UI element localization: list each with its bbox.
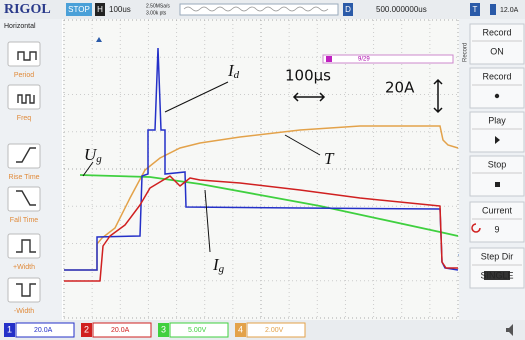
button-value: 9 [494,224,499,234]
delay: 500.000000us [376,5,427,14]
annotation: 100µs [285,67,331,85]
menu-label: -Width [14,308,34,315]
frame-bar [323,55,453,63]
frame-marker [326,56,332,62]
frame-counter: 9/29 [358,57,370,63]
trigger-label: T [473,5,478,14]
channel-number: 4 [238,324,243,334]
channel-number: 1 [7,324,12,334]
button-value: ON [490,46,504,56]
menu-label: +Width [13,264,35,271]
annotation-sub: g [219,263,225,275]
brand: RIGOL [4,2,51,17]
points: 3.00k pts [146,10,167,16]
channel-scale: 5.00V [188,327,207,334]
menu-label: Freq [17,115,32,122]
record-icon [495,94,499,98]
annotation: T [324,149,335,168]
button-label: Record [482,71,511,81]
channel-scale: 2.00V [265,327,284,334]
button-label: Record [482,27,511,37]
menu-button[interactable] [8,234,40,258]
menu-label: Fall Time [10,217,39,224]
timebase: 100us [109,5,131,14]
sample-rate: 2.50MSa/s [146,3,170,9]
button-label: Current [482,205,513,215]
channel-number: 3 [161,324,166,334]
memory-bar [180,4,338,15]
delay-label: D [345,5,351,14]
stop-icon [495,182,500,187]
button-label: Play [488,115,506,125]
annotation-sub: d [234,69,240,81]
menu-label: Period [14,72,34,79]
menu-button[interactable] [8,278,40,302]
button-value: SINGLE [480,270,513,280]
channel-number: 2 [84,324,89,334]
menu-button[interactable] [8,187,40,211]
channel-scale: 20.0A [34,327,53,334]
channel-scale: 20.0A [111,327,130,334]
timebase-label: H [97,5,103,14]
scope-screen: RIGOL STOP H 100us 2.50MSa/s 3.00k pts D… [0,0,525,340]
menu-label: Rise Time [8,174,39,181]
button-label: Stop [488,159,507,169]
trigger-level: 12.0A [500,7,519,14]
menu-button[interactable] [8,85,40,109]
left-menu-title: Horizontal [4,23,36,30]
status: STOP [68,5,90,14]
right-menu-side-label: Record [463,43,469,62]
button-label: Step Dir [481,251,514,261]
annotation: 20A [385,79,415,97]
trigger-channel [490,4,496,15]
annotation-sub: g [96,153,102,165]
